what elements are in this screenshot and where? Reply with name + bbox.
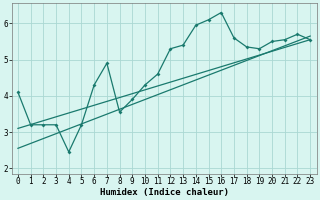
X-axis label: Humidex (Indice chaleur): Humidex (Indice chaleur) <box>100 188 228 197</box>
